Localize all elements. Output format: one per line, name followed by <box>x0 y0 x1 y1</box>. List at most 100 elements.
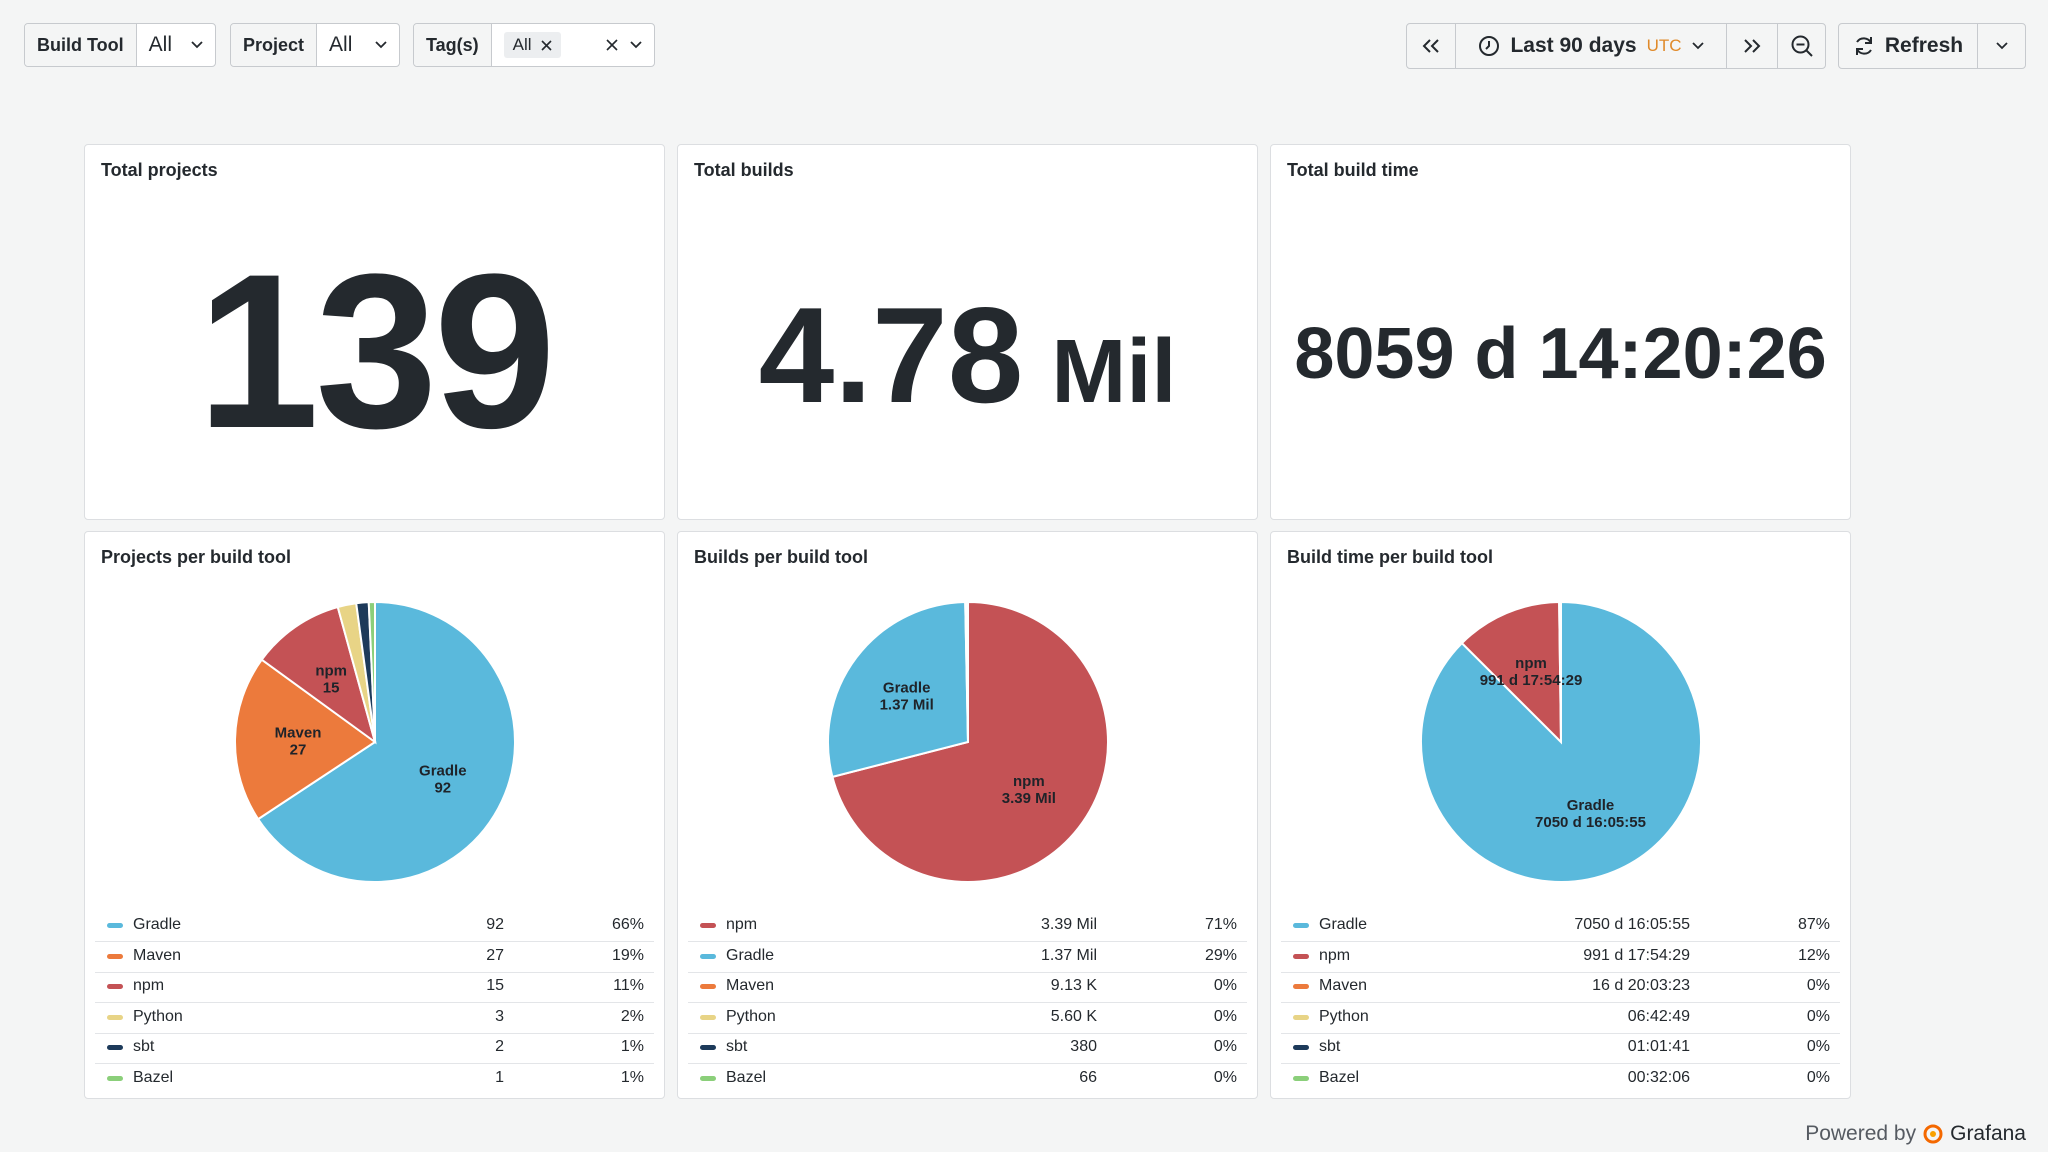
tags-select[interactable]: All <box>492 24 654 66</box>
legend-item-sbt[interactable]: sbt 2 1% <box>95 1033 654 1064</box>
legend-percent: 29% <box>1204 946 1237 964</box>
legend-item-npm[interactable]: npm 3.39 Mil 71% <box>688 911 1247 942</box>
pie-slice-bazel[interactable] <box>367 602 376 743</box>
total-projects-panel: Total projects 139 <box>84 144 665 520</box>
legend-value: 16 d 20:03:23 <box>1592 977 1690 994</box>
pie-slice-gradle[interactable] <box>256 602 516 882</box>
refresh-button[interactable]: Refresh <box>1839 24 1978 68</box>
legend-percent: 0% <box>1806 1007 1830 1025</box>
legend-value: 991 d 17:54:29 <box>1583 946 1690 964</box>
legend-value: 01:01:41 <box>1627 1038 1690 1055</box>
time-shift-forward-button[interactable] <box>1727 24 1778 68</box>
legend-percent: 0% <box>1213 1068 1237 1086</box>
pie-slice-maven[interactable] <box>234 658 377 821</box>
legend-item-gradle[interactable]: Gradle 92 66% <box>95 911 654 942</box>
legend-swatch <box>107 1014 123 1020</box>
chevron-down-icon <box>191 41 203 49</box>
legend-percent: 0% <box>1213 1038 1237 1055</box>
legend-value: 92 <box>486 916 504 933</box>
legend-name: sbt <box>1319 1038 1341 1055</box>
legend-item-npm[interactable]: npm 15 11% <box>95 972 654 1003</box>
clear-icon[interactable] <box>606 39 618 51</box>
legend-item-maven[interactable]: Maven 9.13 K 0% <box>688 972 1247 1003</box>
build-time-per-build-tool-panel: Build time per build tool Gradle 7050 d 1… <box>1270 531 1851 1099</box>
timezone-label: UTC <box>1646 36 1682 55</box>
legend-item-python[interactable]: Python 5.60 K 0% <box>688 1003 1247 1034</box>
time-shift-back-button[interactable] <box>1407 24 1456 68</box>
clock-icon <box>1479 36 1500 56</box>
builds-pie-chart: npm 3.39 Mil Gradle 1.37 Mil <box>827 602 1109 882</box>
legend-item-python[interactable]: Python 06:42:49 0% <box>1281 1003 1840 1034</box>
legend-name: npm <box>726 916 758 933</box>
legend-item-gradle[interactable]: Gradle 1.37 Mil 29% <box>688 942 1247 973</box>
total-builds-value: 4.78 <box>758 279 1024 431</box>
legend-item-npm[interactable]: npm 991 d 17:54:29 12% <box>1281 942 1840 973</box>
zoom-out-icon <box>1791 35 1813 57</box>
legend-value: 9.13 K <box>1050 977 1097 994</box>
legend-name: Python <box>726 1007 776 1025</box>
legend-name: Bazel <box>133 1068 174 1086</box>
pie-slice-npm[interactable] <box>831 602 1109 882</box>
legend-swatch <box>107 984 123 989</box>
legend-item-bazel[interactable]: Bazel 66 0% <box>688 1064 1247 1094</box>
builds-per-build-tool-panel: Builds per build tool npm 3.39 Mil Gradle 1… <box>677 531 1258 1099</box>
pie-label-npm: npm 15 <box>315 663 347 697</box>
total-projects-value: 139 <box>196 228 556 474</box>
legend-item-maven[interactable]: Maven 27 19% <box>95 942 654 973</box>
legend-swatch <box>1293 1075 1309 1081</box>
legend-swatch <box>700 1075 716 1081</box>
refresh-icon <box>1855 37 1872 55</box>
legend-value: 1 <box>495 1068 504 1086</box>
total-builds-panel: Total builds 4.78 Mil <box>677 144 1258 520</box>
project-variable[interactable]: Project All <box>230 23 400 67</box>
legend-item-sbt[interactable]: sbt 01:01:41 0% <box>1281 1033 1840 1064</box>
stat-value: 8059 d 14:20:26 <box>1271 313 1850 395</box>
legend-swatch <box>1293 1014 1309 1020</box>
legend-name: Python <box>133 1007 183 1025</box>
tags-variable[interactable]: Tag(s) All <box>413 23 655 67</box>
pie-slice-npm[interactable] <box>1460 602 1563 745</box>
panel-title: Total projects <box>101 160 218 180</box>
build-tool-label: Build Tool <box>25 24 137 66</box>
legend-item-bazel[interactable]: Bazel 1 1% <box>95 1064 654 1094</box>
legend-item-gradle[interactable]: Gradle 7050 d 16:05:55 87% <box>1281 911 1840 942</box>
build-tool-select[interactable]: All <box>137 24 215 66</box>
remove-tag-icon[interactable] <box>541 39 552 51</box>
legend-item-maven[interactable]: Maven 16 d 20:03:23 0% <box>1281 972 1840 1003</box>
refresh-picker: Refresh <box>1838 23 2026 69</box>
time-range-button[interactable]: Last 90 days UTC <box>1456 24 1727 68</box>
legend-item-sbt[interactable]: sbt 380 0% <box>688 1033 1247 1064</box>
stat-value: 4.78 Mil <box>678 277 1257 433</box>
build-tool-variable[interactable]: Build Tool All <box>24 23 216 67</box>
legend-name: npm <box>133 977 165 994</box>
legend-name: Bazel <box>726 1068 767 1086</box>
double-chevron-right-icon <box>1744 39 1761 53</box>
chevron-down-icon <box>1691 42 1704 50</box>
legend-item-python[interactable]: Python 3 2% <box>95 1003 654 1034</box>
pie-label-maven: Maven 27 <box>275 724 322 758</box>
double-chevron-left-icon <box>1422 39 1439 53</box>
legend-percent: 71% <box>1204 916 1237 933</box>
legend-name: Gradle <box>1319 916 1368 933</box>
pie-label-gradle: Gradle 1.37 Mil <box>880 679 934 713</box>
project-select[interactable]: All <box>317 24 399 66</box>
panel-title: Build time per build tool <box>1287 547 1493 567</box>
legend-item-bazel[interactable]: Bazel 00:32:06 0% <box>1281 1064 1840 1094</box>
legend-percent: 19% <box>611 946 644 964</box>
grafana-logo-icon <box>1923 1124 1943 1144</box>
legend-percent: 1% <box>620 1068 644 1086</box>
legend-percent: 0% <box>1806 1068 1830 1086</box>
panel-title: Projects per build tool <box>101 547 292 567</box>
legend-swatch <box>1293 953 1309 959</box>
time-picker: Last 90 days UTC <box>1406 23 1826 69</box>
legend-value: 3 <box>495 1007 504 1025</box>
zoom-out-button[interactable] <box>1778 24 1825 68</box>
legend-value: 66 <box>1079 1068 1097 1086</box>
legend-value: 2 <box>495 1038 504 1055</box>
legend-swatch <box>700 1045 716 1050</box>
panel-title: Builds per build tool <box>694 547 868 567</box>
legend-value: 3.39 Mil <box>1040 916 1097 933</box>
refresh-interval-button[interactable] <box>1978 24 2025 68</box>
legend-swatch <box>700 984 716 989</box>
pie-slice-gradle[interactable] <box>827 602 970 779</box>
